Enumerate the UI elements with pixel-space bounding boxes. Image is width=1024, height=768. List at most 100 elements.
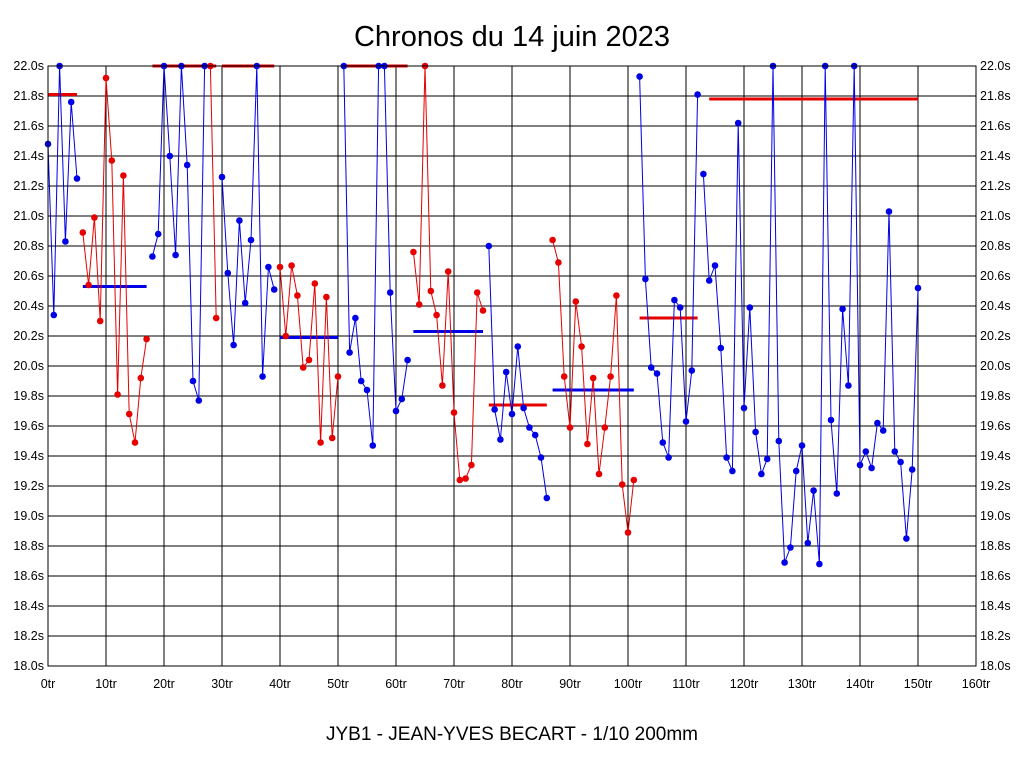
data-point [636, 73, 643, 80]
data-point [816, 560, 823, 568]
data-point [676, 304, 684, 311]
y-tick-label-right: 20.8s [980, 239, 1011, 253]
y-tick-label-right: 20.4s [980, 299, 1011, 313]
y-tick-label-left: 21.6s [13, 119, 44, 133]
y-tick-label-left: 22.0s [13, 59, 44, 73]
data-point [682, 418, 690, 425]
data-point [671, 296, 678, 304]
y-tick-label-left: 18.8s [13, 539, 44, 553]
data-point [491, 406, 498, 413]
data-point [328, 434, 336, 442]
data-point [189, 377, 197, 385]
x-tick-label: 20tr [153, 677, 175, 691]
data-point [694, 91, 701, 98]
y-tick-label-right: 19.8s [980, 389, 1011, 403]
y-tick-label-left: 18.6s [13, 569, 44, 583]
data-point [688, 367, 696, 374]
data-point [642, 275, 649, 283]
y-tick-label-left: 20.4s [13, 299, 44, 313]
data-point [369, 442, 377, 449]
data-point [584, 440, 591, 448]
data-point [543, 494, 551, 502]
data-point [433, 311, 440, 319]
grid [47, 65, 977, 667]
data-point [50, 311, 58, 319]
y-tick-label-right: 21.8s [980, 89, 1011, 103]
data-point [659, 439, 667, 446]
data-point [839, 305, 846, 313]
y-tick-label-right: 19.0s [980, 509, 1011, 523]
data-point [85, 281, 92, 289]
data-point [752, 428, 759, 436]
data-point [265, 263, 272, 271]
data-point [166, 152, 174, 160]
data-point [787, 544, 794, 551]
y-tick-label-left: 19.2s [13, 479, 44, 493]
data-point [346, 349, 353, 356]
x-tick-label: 0tr [41, 677, 56, 691]
y-tick-label-right: 18.4s [980, 599, 1011, 613]
data-point [665, 454, 672, 461]
series-line-seg5 [221, 65, 275, 377]
x-tick-label: 130tr [788, 677, 817, 691]
data-point [723, 454, 730, 461]
data-point [798, 442, 806, 449]
data-point [555, 259, 562, 266]
y-tick-label-right: 19.4s [980, 449, 1011, 463]
series-line-seg1 [47, 65, 78, 316]
data-point [537, 454, 545, 461]
data-point [781, 559, 788, 566]
data-point [763, 455, 771, 463]
data-point [172, 251, 179, 259]
data-point [410, 248, 417, 256]
data-point [230, 341, 237, 349]
data-point [729, 467, 736, 475]
data-point [96, 317, 104, 325]
data-point [114, 391, 121, 398]
x-tick-label: 140tr [846, 677, 875, 691]
x-tick-label: 70tr [443, 677, 465, 691]
data-point [444, 268, 452, 275]
y-tick-label-left: 19.0s [13, 509, 44, 523]
data-point [914, 284, 922, 292]
x-tick-label: 150tr [904, 677, 933, 691]
data-point [520, 404, 527, 412]
y-tick-label-left: 21.2s [13, 179, 44, 193]
data-point [874, 419, 881, 427]
x-tick-label: 90tr [559, 677, 581, 691]
data-point [879, 427, 887, 434]
data-point [792, 467, 800, 475]
series-line-seg3 [151, 65, 206, 401]
x-tick-label: 10tr [95, 677, 117, 691]
chart-title: Chronos du 14 juin 2023 [354, 21, 670, 53]
y-tick-label-right: 20.2s [980, 329, 1011, 343]
data-point [294, 292, 301, 299]
data-point [845, 382, 852, 389]
data-point [91, 214, 98, 221]
y-tick-label-right: 18.6s [980, 569, 1011, 583]
data-point [73, 175, 81, 182]
data-point [241, 299, 249, 307]
data-point [398, 395, 406, 403]
y-tick-label-right: 18.0s [980, 659, 1011, 673]
data-point [299, 364, 307, 371]
chart-subtitle: JYB1 - JEAN-YVES BECART - 1/10 200mm [326, 724, 698, 745]
data-point [357, 377, 365, 385]
data-point [856, 461, 864, 469]
data-point [740, 404, 748, 412]
data-point [334, 373, 342, 380]
data-point [775, 437, 783, 445]
data-point [508, 410, 516, 418]
x-tick-label: 100tr [614, 677, 643, 691]
data-point [108, 157, 116, 164]
data-point [485, 242, 493, 250]
data-point [404, 356, 411, 364]
data-point [212, 314, 220, 322]
data-point [891, 448, 899, 455]
data-point [601, 424, 609, 431]
y-tick-label-right: 21.6s [980, 119, 1011, 133]
data-point [79, 229, 87, 236]
data-point [868, 464, 875, 472]
data-point [653, 370, 661, 377]
plot-frame [47, 65, 977, 667]
